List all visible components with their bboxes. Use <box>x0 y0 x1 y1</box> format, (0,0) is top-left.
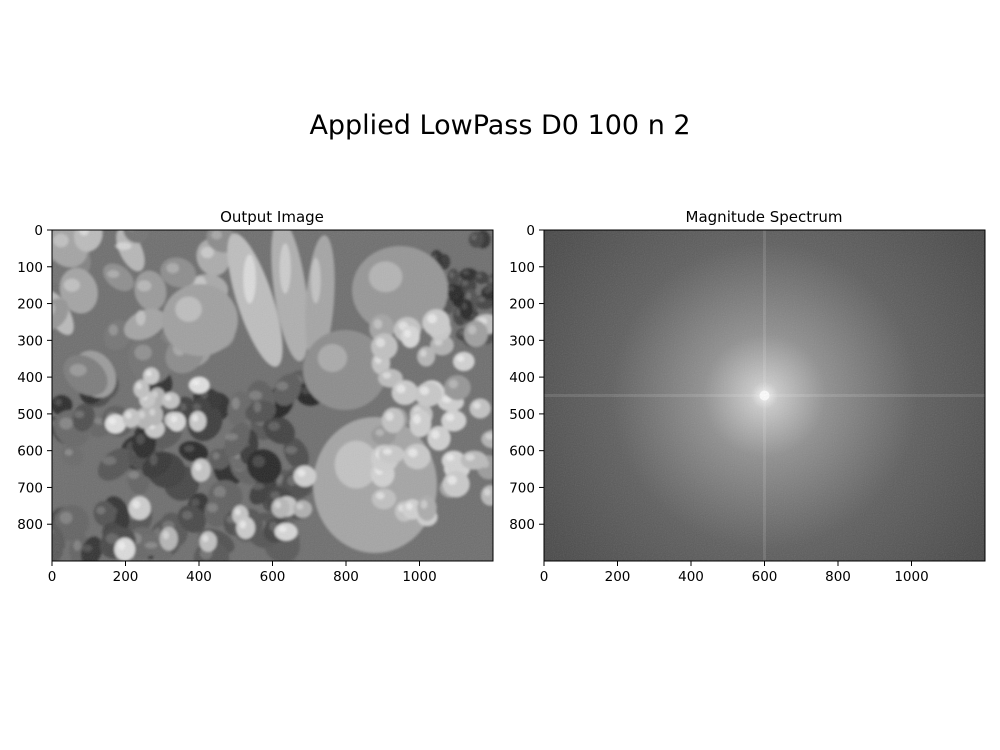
output-image-xtick-label: 800 <box>333 569 359 585</box>
magnitude-spectrum-title: Magnitude Spectrum <box>686 208 843 226</box>
output-image-title: Output Image <box>220 208 324 226</box>
magnitude-spectrum-xtick-label: 200 <box>605 569 631 585</box>
output-image-ytick-label: 500 <box>17 407 43 423</box>
output-image-xtick-label: 1000 <box>402 569 436 585</box>
output-image-axes: Output Image 0 200 400 600 800 1000 0 100 200 30… <box>17 208 494 585</box>
output-image-xtick-label: 0 <box>48 569 57 585</box>
output-image-xtick-label: 600 <box>260 569 286 585</box>
magnitude-spectrum-ytick-label: 200 <box>509 297 535 313</box>
output-image-xtick-label: 400 <box>186 569 212 585</box>
figure-title: Applied LowPass D0 100 n 2 <box>309 110 690 141</box>
magnitude-spectrum-xtick-label: 1000 <box>894 569 928 585</box>
output-image-ytick-label: 600 <box>17 444 43 460</box>
output-image-ytick-label: 800 <box>17 517 43 533</box>
magnitude-spectrum-ytick-label: 600 <box>509 444 535 460</box>
magnitude-spectrum-xtick-label: 600 <box>752 569 778 585</box>
magnitude-spectrum-ytick-label: 100 <box>509 260 535 276</box>
magnitude-spectrum-ytick-label: 500 <box>509 407 535 423</box>
magnitude-spectrum-ytick-label: 300 <box>509 333 535 349</box>
output-image <box>52 230 493 561</box>
magnitude-spectrum-ytick-label: 700 <box>509 480 535 496</box>
magnitude-spectrum-ytick-label: 0 <box>526 223 535 239</box>
magnitude-spectrum-ytick-label: 800 <box>509 517 535 533</box>
output-image-ytick-label: 300 <box>17 333 43 349</box>
magnitude-spectrum-ytick-label: 400 <box>509 370 535 386</box>
magnitude-spectrum-xtick-label: 400 <box>678 569 704 585</box>
output-image-ytick-label: 700 <box>17 480 43 496</box>
magnitude-spectrum-xtick-label: 0 <box>540 569 549 585</box>
output-image-ytick-label: 0 <box>34 223 43 239</box>
magnitude-spectrum-axes: Magnitude Spectrum 0 200 400 600 800 1000 0 10… <box>509 208 986 585</box>
output-image-xtick-label: 200 <box>113 569 139 585</box>
output-image-ytick-label: 200 <box>17 297 43 313</box>
magnitude-spectrum-image <box>544 230 985 561</box>
magnitude-spectrum-xtick-label: 800 <box>825 569 851 585</box>
output-image-ytick-label: 100 <box>17 260 43 276</box>
output-image-ytick-label: 400 <box>17 370 43 386</box>
